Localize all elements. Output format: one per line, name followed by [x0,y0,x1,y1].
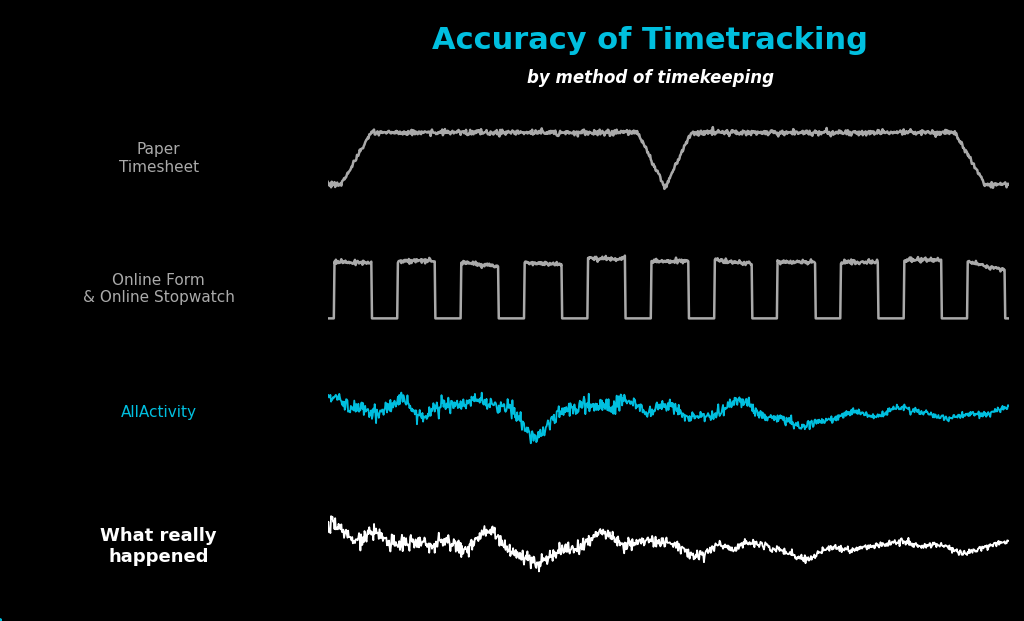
Text: by method of timekeeping: by method of timekeeping [526,69,774,86]
Text: Paper
Timesheet: Paper Timesheet [119,142,199,175]
Text: Online Form
& Online Stopwatch: Online Form & Online Stopwatch [83,273,234,305]
Text: Accuracy of Timetracking: Accuracy of Timetracking [432,26,868,55]
Text: What really
happened: What really happened [100,527,217,566]
Text: AllActivity: AllActivity [121,406,197,420]
